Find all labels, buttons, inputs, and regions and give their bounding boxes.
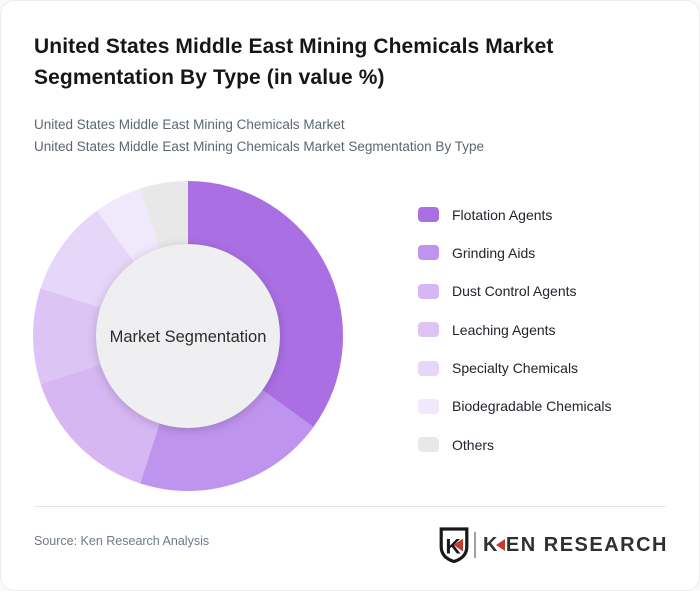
ken-research-shield-icon: K <box>439 527 469 563</box>
legend-swatch-icon <box>418 207 439 222</box>
legend-label: Biodegradable Chemicals <box>452 398 612 415</box>
legend-swatch-icon <box>418 437 439 453</box>
donut-chart: Market Segmentation <box>32 181 344 491</box>
ken-research-logo: K K EN RESEARCH <box>439 526 668 564</box>
legend-label: Grinding Aids <box>452 244 536 261</box>
legend-label: Flotation Agents <box>452 206 553 223</box>
logo-word-rest: EN RESEARCH <box>505 533 668 556</box>
footer-divider <box>34 506 666 507</box>
donut-center-label: Market Segmentation <box>110 328 267 346</box>
page-title: United States Middle East Mining Chemica… <box>34 35 554 89</box>
legend-item-dust-control-agents[interactable]: Dust Control Agents <box>418 283 612 300</box>
legend-item-biodegradable-chemicals[interactable]: Biodegradable Chemicals <box>418 398 612 415</box>
subtitle-line-2: United States Middle East Mining Chemica… <box>34 138 484 154</box>
logo-separator <box>473 532 476 558</box>
legend-swatch-icon <box>418 283 439 299</box>
legend-label: Dust Control Agents <box>452 283 577 300</box>
legend-item-grinding-aids[interactable]: Grinding Aids <box>418 244 612 261</box>
legend-item-others[interactable]: Others <box>418 436 612 453</box>
legend-label: Leaching Agents <box>452 321 556 338</box>
logo-wordmark: K EN RESEARCH <box>483 534 668 557</box>
chart-legend: Flotation Agents Grinding Aids Dust Contro… <box>418 207 612 476</box>
legend-swatch-icon <box>418 360 439 376</box>
logo-red-triangle-icon <box>495 539 505 551</box>
legend-item-leaching-agents[interactable]: Leaching Agents <box>418 321 612 338</box>
legend-item-flotation-agents[interactable]: Flotation Agents <box>418 206 612 223</box>
legend-swatch-icon <box>418 245 439 261</box>
legend-swatch-icon <box>418 398 439 414</box>
donut-center-circle <box>96 244 280 428</box>
logo-word-k: K <box>482 533 499 556</box>
donut-chart-svg: Market Segmentation <box>32 181 344 491</box>
svg-text:K: K <box>445 536 460 559</box>
chart-subtitle: United States Middle East Mining Chemica… <box>34 114 664 157</box>
legend-swatch-icon <box>418 322 439 338</box>
source-note: Source: Ken Research Analysis <box>34 534 210 548</box>
subtitle-line-1: United States Middle East Mining Chemica… <box>34 117 345 132</box>
legend-item-specialty-chemicals[interactable]: Specialty Chemicals <box>418 360 612 377</box>
legend-label: Others <box>452 436 495 453</box>
legend-label: Specialty Chemicals <box>452 360 579 377</box>
